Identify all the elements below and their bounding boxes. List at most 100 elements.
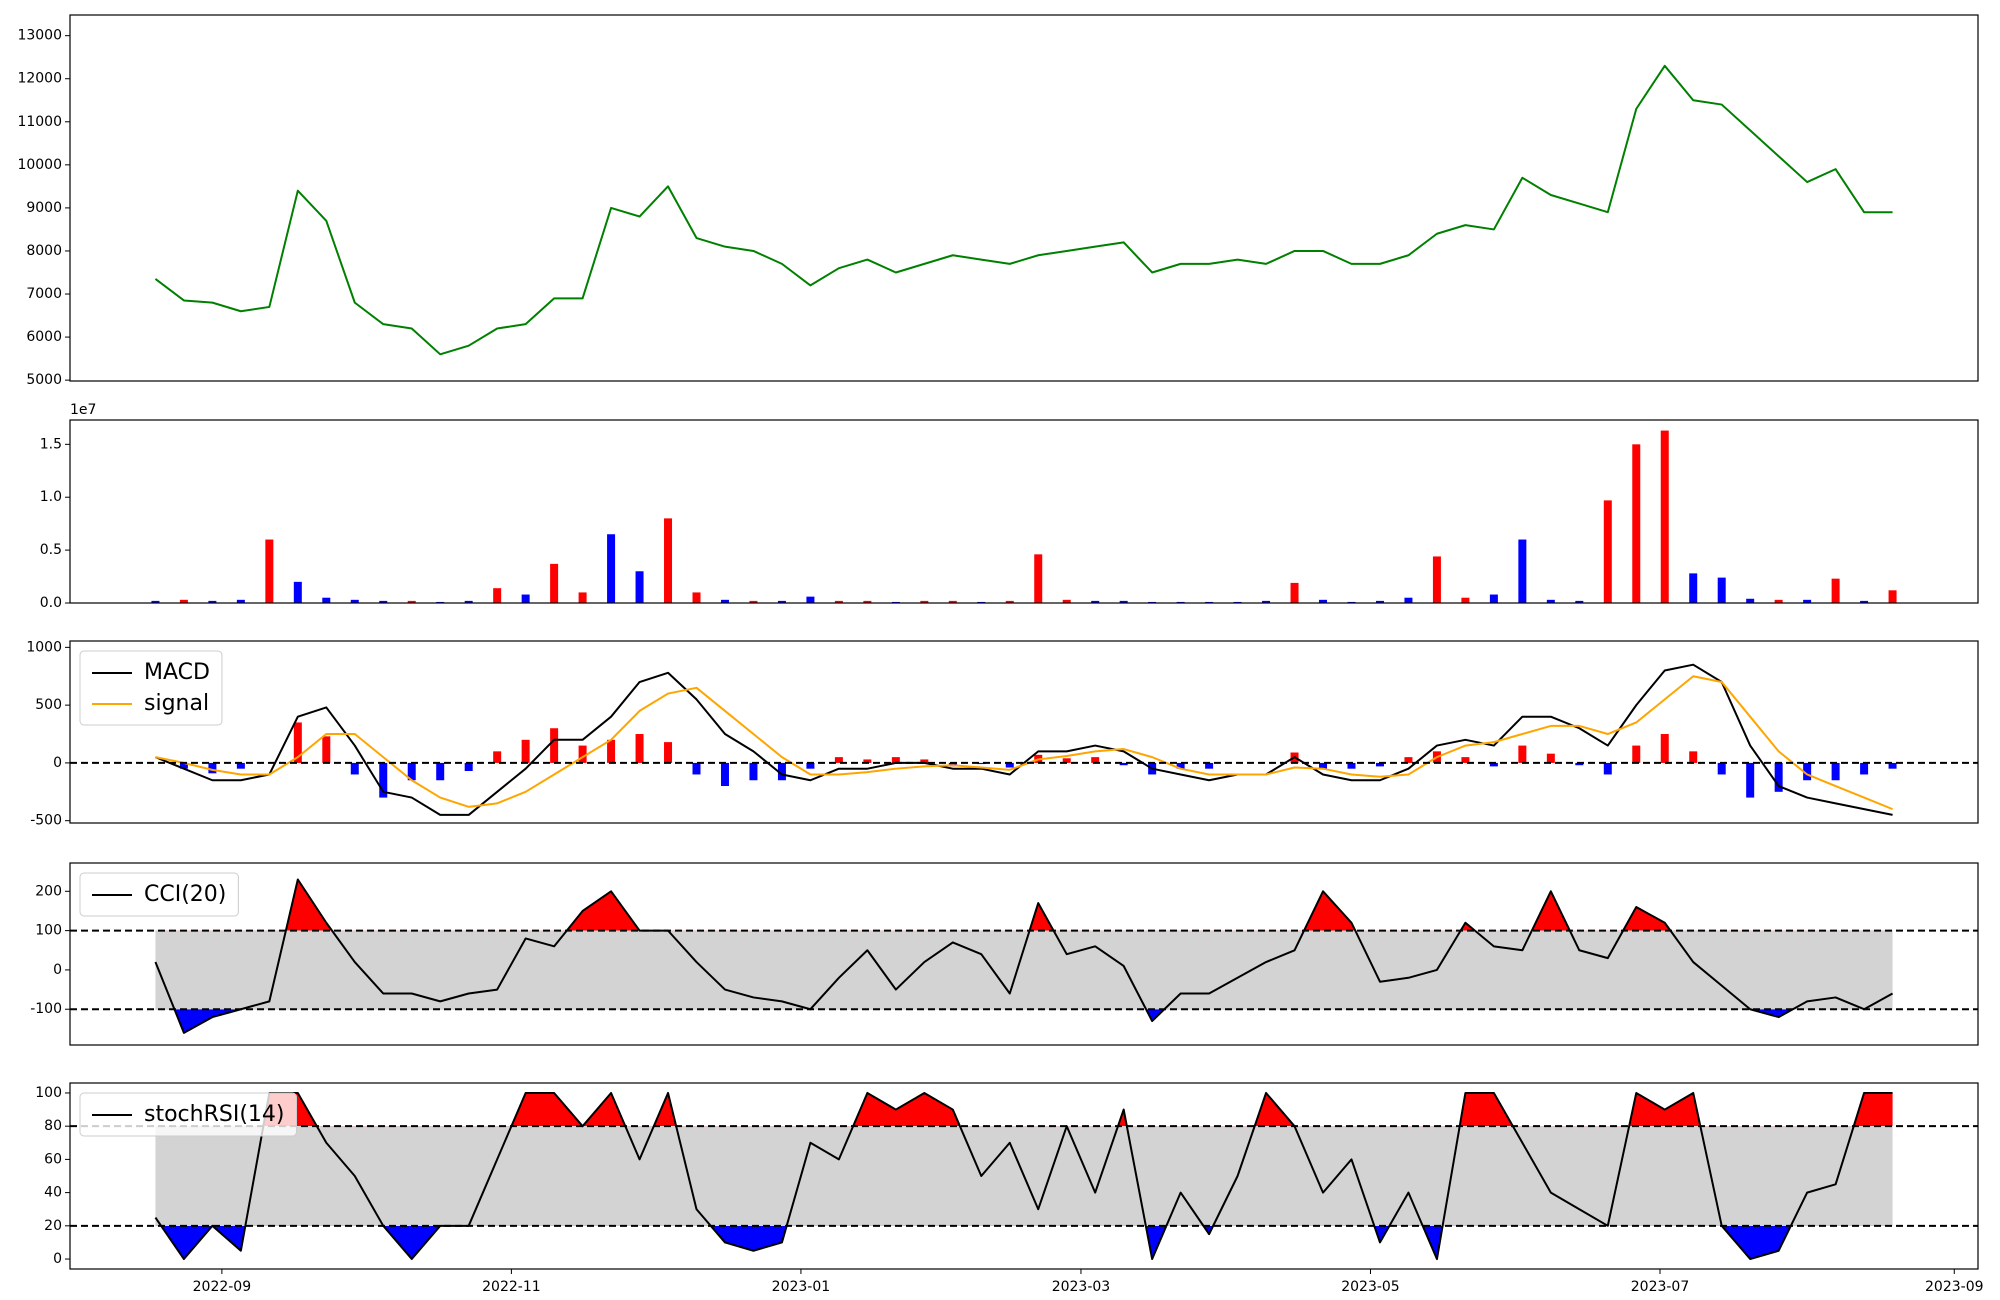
x-tick-label: 2022-09 (193, 1279, 252, 1295)
histogram-bar (578, 745, 587, 763)
legend: CCI(20) (79, 872, 239, 917)
histogram-bar (664, 742, 673, 763)
volume-bar (578, 592, 587, 603)
histogram-bar (1518, 745, 1527, 763)
axis-offset-label: 1e7 (70, 402, 96, 418)
volume-bar (1518, 539, 1527, 603)
y-tick-label: 13000 (17, 28, 62, 44)
y-tick-label: -500 (30, 813, 62, 829)
histogram-bar (1546, 753, 1555, 763)
volume-bar (1603, 500, 1612, 603)
histogram-bar (1404, 757, 1413, 763)
x-tick-label: 2022-11 (482, 1279, 541, 1295)
volume-bar (1660, 430, 1669, 603)
histogram-bar (179, 762, 188, 769)
histogram-bar (1319, 762, 1328, 769)
y-tick-label: 20 (44, 1218, 62, 1234)
volume-bar (1375, 600, 1384, 603)
histogram-bar (1632, 745, 1641, 763)
histogram-bar (236, 762, 245, 769)
y-tick-label: 8000 (26, 243, 62, 259)
histogram-bar (1774, 762, 1783, 792)
histogram-bar (1860, 762, 1869, 775)
histogram-bar (692, 762, 701, 775)
volume-bar (151, 600, 160, 603)
x-tick-label: 2023-01 (772, 1279, 831, 1295)
histogram-bar (1575, 762, 1584, 766)
y-tick-label: 10000 (17, 157, 62, 173)
histogram-bar (863, 759, 872, 763)
histogram-bar (1091, 757, 1100, 763)
axes-frame (69, 419, 1979, 604)
histogram-bar (891, 757, 900, 763)
histogram-bar (1461, 757, 1470, 763)
volume-bar (948, 600, 957, 603)
y-tick-label: 40 (44, 1185, 62, 1201)
y-tick-label: 0 (53, 962, 62, 978)
neutral-band (155, 930, 1893, 1010)
volume-bar (607, 534, 616, 603)
histogram-bar (493, 751, 502, 763)
x-tick-label: 2023-03 (1052, 1279, 1111, 1295)
volume-bar (293, 581, 302, 603)
volume-bar (1262, 600, 1271, 603)
histogram-bar (1660, 734, 1669, 763)
volume-bar (1119, 600, 1128, 603)
volume-bar (1290, 582, 1299, 603)
volume-bar (834, 600, 843, 603)
axes-frame (69, 14, 1979, 382)
oversold-fill (161, 1225, 1791, 1260)
histogram-bar (1717, 762, 1726, 775)
overbought-fill (155, 879, 1893, 931)
histogram-bar (1005, 762, 1014, 768)
volume-bar (179, 599, 188, 603)
histogram-bar (635, 734, 644, 763)
histogram-bar (1831, 762, 1840, 781)
histogram-bar (920, 759, 929, 763)
histogram-bar (749, 762, 758, 781)
y-tick-label: 500 (35, 697, 62, 713)
x-tick-label: 2023-09 (1925, 1279, 1984, 1295)
panel (70, 878, 1978, 1034)
volume-bar (920, 600, 929, 603)
legend: MACD signal (79, 650, 223, 726)
histogram-bar (1603, 762, 1612, 775)
histogram-bar (607, 739, 616, 763)
volume-bar (407, 600, 416, 603)
histogram-bar (1803, 762, 1812, 781)
y-tick-label: 5000 (26, 372, 62, 388)
volume-bar (1774, 599, 1783, 603)
histogram-bar (464, 762, 473, 771)
volume-bar (208, 600, 217, 603)
legend-text: MACD (144, 660, 210, 685)
volume-bar (1432, 556, 1441, 603)
volume-bar (236, 599, 245, 603)
axes-frame (69, 862, 1979, 1046)
volume-bar (464, 600, 473, 603)
volume-bar (1062, 599, 1071, 603)
histogram-bar (806, 762, 815, 769)
panel (70, 663, 1978, 816)
y-tick-label: 11000 (17, 114, 62, 130)
volume-bar (521, 594, 530, 603)
volume-bar (1689, 573, 1698, 603)
y-tick-label: 7000 (26, 286, 62, 302)
histogram-bar (1062, 758, 1071, 763)
y-tick-label: 1.0 (40, 489, 62, 505)
volume-bar (1546, 599, 1555, 603)
x-tick-label: 2023-07 (1631, 1279, 1690, 1295)
y-tick-label: 0 (53, 755, 62, 771)
y-tick-label: 12000 (17, 71, 62, 87)
legend-box (79, 872, 239, 917)
histogram-bar (720, 762, 729, 787)
y-tick-label: 1.5 (40, 436, 62, 452)
histogram-bar (834, 757, 843, 763)
volume-bar (749, 600, 758, 603)
y-tick-label: 60 (44, 1151, 62, 1167)
histogram-bar (1176, 762, 1185, 769)
volume-bar (1034, 554, 1043, 603)
series-line (155, 663, 1893, 816)
volume-bar (1319, 599, 1328, 603)
legend-text: signal (144, 691, 209, 716)
legend: stochRSI(14) (79, 1092, 297, 1137)
